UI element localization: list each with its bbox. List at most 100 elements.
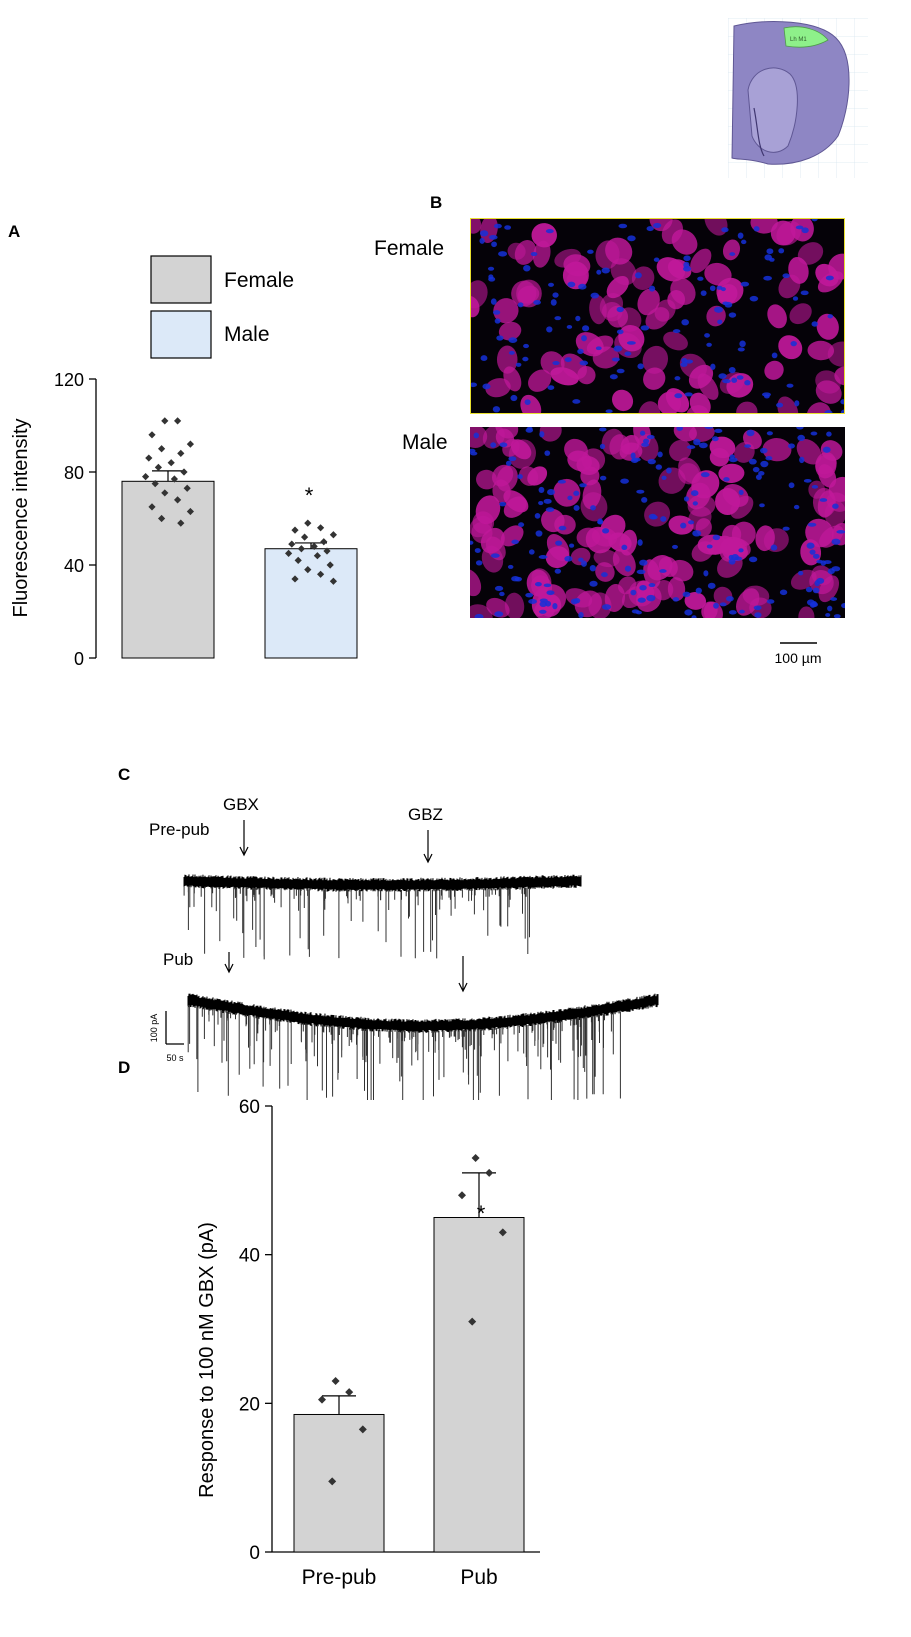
cell <box>762 438 792 462</box>
data-point <box>358 1425 367 1434</box>
cell <box>736 401 758 413</box>
data-point <box>471 1154 480 1163</box>
nucleus <box>827 605 833 612</box>
nucleus <box>703 570 709 577</box>
bar-pre-pub <box>293 1413 385 1553</box>
chart-a-fluorescence: Female Male 0 40 80 120 Fluorescence intens… <box>10 255 358 669</box>
cell <box>545 546 570 569</box>
nucleus <box>581 325 590 332</box>
trace-label-pub: Pub <box>163 950 193 969</box>
data-point <box>161 417 169 425</box>
nucleus <box>627 235 636 242</box>
cell <box>778 274 801 299</box>
nucleus <box>579 360 589 366</box>
cell <box>486 597 510 618</box>
nucleus <box>738 609 745 614</box>
nucleus <box>722 301 729 306</box>
nucleus <box>547 489 555 496</box>
y-tick-label: 60 <box>239 1097 260 1118</box>
cell <box>816 313 839 340</box>
nucleus <box>739 340 746 348</box>
nucleus <box>636 489 645 494</box>
data-point <box>158 445 166 453</box>
nucleus <box>754 612 762 618</box>
nucleus <box>840 399 844 405</box>
nucleus <box>674 376 681 381</box>
nucleus <box>704 427 714 430</box>
cell <box>476 469 498 490</box>
y-tick-label: 120 <box>54 370 84 390</box>
cell <box>493 298 519 324</box>
micrograph-male <box>470 427 845 618</box>
nucleus <box>474 613 484 618</box>
nucleus <box>605 409 613 413</box>
nucleus <box>510 394 518 402</box>
nucleus <box>620 478 629 484</box>
nucleus <box>573 490 580 496</box>
data-point <box>317 524 325 532</box>
electrophysiology-traces: GBX GBZ Pre-pub Pub 100 pA 50 s <box>149 795 659 1100</box>
trace-band <box>183 874 582 892</box>
nucleus <box>700 472 710 478</box>
nucleus <box>517 302 524 308</box>
nucleus <box>748 556 758 563</box>
nucleus <box>788 482 795 489</box>
nucleus <box>595 346 602 351</box>
nucleus <box>637 363 644 370</box>
nucleus <box>599 443 606 450</box>
nucleus <box>681 319 690 326</box>
cell <box>485 378 511 398</box>
y-tick-label: 0 <box>249 1543 260 1564</box>
data-point <box>485 1168 494 1177</box>
nucleus <box>797 434 806 442</box>
nucleus <box>803 478 812 483</box>
nucleus <box>811 484 819 489</box>
nucleus <box>611 357 620 362</box>
cell <box>631 266 655 290</box>
cell <box>726 373 754 398</box>
nucleus <box>470 448 476 453</box>
nucleus <box>567 495 573 501</box>
y-tick-label: 20 <box>239 1394 260 1415</box>
trace-label-prepub: Pre-pub <box>149 820 209 839</box>
data-point <box>317 570 325 578</box>
nucleus <box>671 544 678 550</box>
nucleus <box>602 528 610 534</box>
nucleus <box>580 560 587 567</box>
nucleus <box>753 605 762 611</box>
nucleus <box>630 452 636 459</box>
nucleus <box>525 592 534 598</box>
nucleus <box>546 326 553 333</box>
data-point <box>142 473 150 481</box>
nucleus <box>474 548 481 553</box>
cell <box>645 307 670 330</box>
cell <box>697 534 728 555</box>
cell <box>576 527 601 548</box>
nucleus <box>490 298 497 305</box>
data-point <box>148 503 156 511</box>
nucleus <box>737 347 745 352</box>
data-point <box>186 440 194 448</box>
cell <box>599 293 624 318</box>
nucleus <box>728 367 736 374</box>
y-tick-label: 0 <box>74 649 84 669</box>
nucleus <box>646 594 656 602</box>
legend-swatch-male <box>150 310 212 359</box>
nucleus <box>616 329 624 335</box>
nucleus <box>695 587 702 594</box>
cell <box>806 402 831 413</box>
nucleus <box>490 442 497 448</box>
nucleus <box>762 392 771 397</box>
nucleus <box>819 498 828 502</box>
nucleus <box>514 576 522 582</box>
cell <box>661 219 683 245</box>
cell <box>539 427 562 442</box>
data-point <box>297 545 305 553</box>
nucleus <box>578 612 584 618</box>
data-point <box>320 538 328 546</box>
legend-label-female: Female <box>224 269 294 292</box>
nucleus <box>779 589 788 596</box>
nucleus <box>578 283 587 290</box>
nucleus <box>554 316 562 321</box>
nucleus <box>613 345 623 352</box>
